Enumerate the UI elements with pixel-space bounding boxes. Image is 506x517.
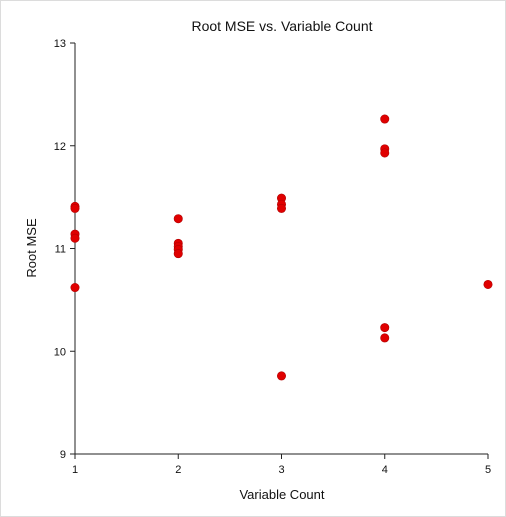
y-tick-label: 9: [60, 449, 66, 461]
y-axis-label: Root MSE: [24, 218, 39, 278]
x-tick-label: 4: [382, 464, 388, 476]
data-point: [70, 283, 80, 293]
y-ticks: 9 10 11 12 13: [54, 38, 75, 461]
data-point: [173, 249, 183, 259]
x-tick-label: 1: [72, 464, 78, 476]
data-point: [70, 233, 80, 243]
y-tick-label: 10: [54, 346, 66, 358]
data-point: [380, 148, 390, 158]
data-points: [70, 114, 493, 381]
data-point: [380, 323, 390, 333]
chart-title: Root MSE vs. Variable Count: [191, 18, 372, 34]
data-point: [173, 214, 183, 224]
x-axis-label: Variable Count: [239, 487, 324, 502]
data-point: [380, 333, 390, 343]
data-point: [483, 279, 493, 289]
x-tick-label: 3: [278, 464, 284, 476]
x-tick-label: 5: [485, 464, 491, 476]
data-point: [380, 114, 390, 124]
y-tick-label: 13: [54, 38, 66, 50]
y-tick-label: 12: [54, 141, 66, 153]
x-tick-label: 2: [175, 464, 181, 476]
data-point: [70, 203, 80, 213]
x-ticks: 1 2 3 4 5: [72, 454, 491, 476]
data-point: [276, 371, 286, 381]
data-point: [276, 203, 286, 213]
y-tick-label: 11: [55, 244, 66, 256]
